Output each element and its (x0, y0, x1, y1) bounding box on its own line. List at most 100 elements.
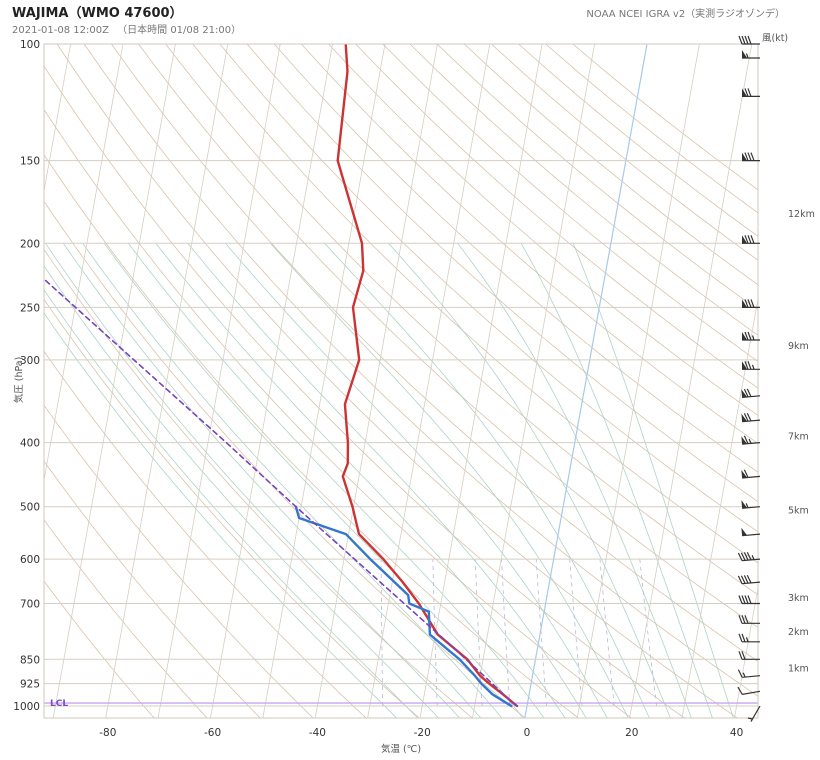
isotherm (52, 44, 176, 718)
wind-barb (738, 633, 760, 643)
isotherm (629, 44, 753, 718)
temperature-ticks: -80 -60 -40 -20 0 20 40 (99, 727, 743, 739)
wind-barb (742, 331, 760, 341)
wind-barb (737, 551, 761, 562)
isotherm (681, 296, 758, 718)
dry-adiabat (518, 44, 758, 237)
wind-barb-flag (742, 361, 747, 370)
wind-barb-full (738, 595, 743, 604)
dry-adiabat (545, 44, 758, 214)
wind-barb-half (745, 503, 749, 508)
wind-barb (741, 435, 761, 445)
wind-barb-full (743, 388, 749, 398)
wind-barb (747, 705, 761, 722)
dry-adiabat (83, 44, 758, 697)
dry-adiabat (44, 580, 155, 718)
wind-barb-full (737, 575, 743, 584)
dry-adiabat (355, 44, 758, 389)
chart-title: WAJIMA（WMO 47600） (12, 5, 183, 21)
background-grid (44, 44, 758, 718)
pressure-tick-label: 400 (20, 438, 40, 450)
isotherm (105, 44, 229, 718)
wind-barb-shaft (742, 506, 761, 509)
mixing-ratio-line (599, 559, 615, 707)
wind-barb-flag (741, 413, 747, 422)
wind-barb-full (741, 35, 746, 45)
wind-barb-flag (742, 299, 747, 308)
dry-adiabat (463, 44, 758, 286)
wind-barb-full (747, 35, 752, 45)
pressure-tick-label: 700 (20, 599, 40, 611)
mixing-ratio-line (639, 559, 657, 707)
wind-barb-shaft (742, 419, 761, 423)
mixing-ratio-line (535, 559, 547, 707)
wind-barb-full (741, 595, 746, 604)
wind-barbs (737, 35, 761, 722)
wind-barb-full (746, 388, 752, 397)
wind-barb-full (747, 361, 752, 370)
wind-barb (741, 527, 761, 537)
wind-barb-full (747, 235, 752, 244)
wind-barb-shaft (742, 395, 761, 398)
wind-barb-full (746, 412, 752, 422)
plot-frame (43, 43, 759, 719)
wind-barb-full (747, 595, 752, 604)
wind-barb-half (748, 438, 752, 444)
wind-axis-label: 風(kt) (762, 33, 788, 44)
wind-barb-shaft (742, 690, 761, 695)
wind-barb-full (750, 152, 755, 161)
isotherm (472, 44, 596, 718)
dry-adiabat (409, 44, 758, 336)
height-labels: 12km 9km 7km 5km 3km 2km 1km (788, 209, 815, 675)
wind-barb-half (745, 53, 749, 59)
wind-barb (737, 686, 761, 695)
moist-adiabat (520, 243, 713, 718)
wind-barb-full (743, 469, 749, 478)
moist-adiabat (225, 243, 608, 718)
pressure-tick-label: 925 (20, 679, 40, 691)
mixing-ratio-line (501, 559, 511, 707)
dry-adiabat (301, 44, 758, 445)
wind-barb-full (738, 651, 743, 660)
dry-adiabat (219, 44, 758, 533)
moist-adiabat (44, 265, 440, 718)
wind-barb-shaft (742, 581, 761, 585)
wind-barb (738, 595, 760, 605)
temperature-tick-label: -60 (204, 727, 221, 739)
wind-barb-full (750, 299, 755, 308)
moist-adiabat (388, 243, 671, 718)
isotherm (367, 44, 491, 718)
mixing-ratio-line (474, 559, 483, 707)
wind-barb-full (741, 651, 746, 660)
dry-adiabat (138, 44, 758, 629)
dry-adiabat (246, 44, 758, 503)
pressure-tick-label: 850 (20, 654, 40, 666)
dry-adiabat (56, 44, 739, 718)
moist-adiabat (82, 243, 503, 718)
wind-barb-full (747, 152, 752, 161)
parcel-line (44, 277, 518, 707)
dry-adiabat (382, 44, 758, 362)
wind-barb-half (751, 364, 755, 370)
wind-barb-half (751, 335, 755, 341)
wind-barb (741, 469, 761, 479)
moist-adiabat (45, 243, 461, 718)
wind-barb-full (738, 35, 743, 45)
wind-barb-shaft (742, 533, 761, 537)
pressure-tick-label: 1000 (13, 701, 40, 713)
wind-barb (742, 88, 760, 98)
wind-barb-shaft (742, 558, 761, 562)
wind-barb-full (744, 88, 749, 97)
moist-adiabat (187, 243, 587, 718)
wind-barb-shaft (742, 475, 761, 479)
wind-barb-shaft (742, 675, 761, 678)
dry-adiabat (491, 44, 758, 261)
wind-barb (741, 388, 761, 398)
wind-barb-flag (742, 332, 747, 340)
isotherm (262, 44, 386, 718)
dewpoint-line (294, 505, 513, 708)
wind-barb-full (737, 686, 743, 695)
moist-adiabat (62, 243, 482, 718)
dry-adiabat (165, 44, 758, 596)
